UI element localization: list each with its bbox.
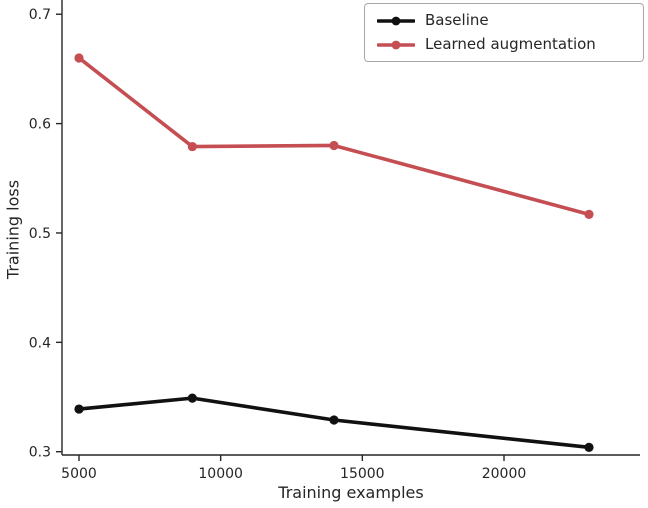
legend-line-marker-icon bbox=[377, 16, 415, 25]
y-tick-label: 0.6 bbox=[29, 117, 51, 133]
x-tick-label: 5000 bbox=[61, 466, 97, 482]
data-point bbox=[187, 393, 197, 403]
legend: Baseline Learned augmentation bbox=[364, 3, 644, 62]
x-tick-label: 20000 bbox=[482, 466, 527, 482]
x-axis-label: Training examples bbox=[278, 483, 424, 502]
y-tick-label: 0.7 bbox=[29, 7, 51, 23]
legend-label: Baseline bbox=[425, 11, 489, 29]
legend-entry: Learned augmentation bbox=[377, 37, 631, 52]
series-line-baseline bbox=[77, 396, 591, 450]
y-tick-label: 0.3 bbox=[29, 445, 51, 461]
data-point bbox=[329, 415, 339, 425]
x-tick-label: 10000 bbox=[198, 466, 243, 482]
series-line-learned-augmentation bbox=[77, 56, 591, 217]
data-point bbox=[74, 404, 84, 414]
y-axis-label: Training loss bbox=[3, 179, 23, 280]
x-tick-label: 15000 bbox=[340, 466, 385, 482]
data-point bbox=[329, 140, 339, 151]
y-tick-label: 0.4 bbox=[29, 335, 51, 351]
data-point bbox=[584, 209, 594, 219]
legend-entry: Baseline bbox=[377, 13, 631, 28]
legend-line-marker-icon bbox=[377, 40, 415, 49]
data-point bbox=[74, 53, 84, 63]
y-tick-label: 0.5 bbox=[29, 226, 51, 242]
data-point bbox=[187, 141, 197, 152]
legend-label: Learned augmentation bbox=[425, 35, 596, 53]
data-point bbox=[584, 442, 594, 452]
